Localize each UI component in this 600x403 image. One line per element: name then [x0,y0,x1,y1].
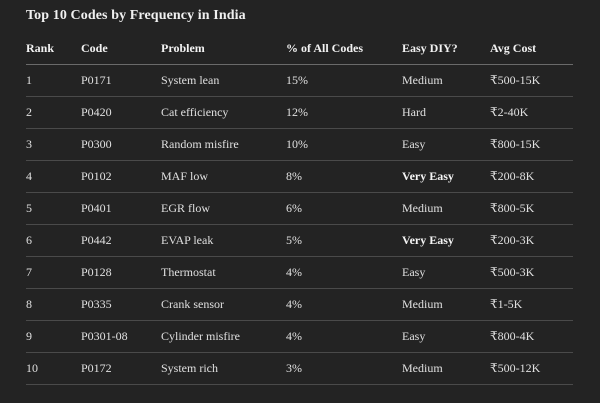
table-row: 10 P0172 System rich 3% Medium ₹500-12K [26,352,573,385]
cell-problem: Thermostat [161,256,286,289]
cell-easy-diy: Medium [402,288,490,321]
cell-avg-cost: ₹800-15K [490,128,573,161]
cell-avg-cost: ₹200-3K [490,224,573,257]
cell-percent: 10% [286,128,402,161]
cell-avg-cost: ₹800-4K [490,320,573,353]
cell-easy-diy: Easy [402,128,490,161]
cell-avg-cost: ₹500-15K [490,64,573,97]
cell-avg-cost: ₹500-3K [490,256,573,289]
codes-table: Rank Code Problem % of All Codes Easy DI… [26,33,573,385]
cell-problem: EVAP leak [161,224,286,257]
cell-avg-cost: ₹800-5K [490,192,573,225]
table-title: Top 10 Codes by Frequency in India [26,8,246,23]
cell-problem: Cat efficiency [161,96,286,129]
cell-code: P0301-08 [81,320,161,353]
cell-rank: 7 [26,256,81,289]
header-rank: Rank [26,33,81,65]
cell-problem: EGR flow [161,192,286,225]
cell-rank: 5 [26,192,81,225]
cell-code: P0171 [81,64,161,97]
table-row: 5 P0401 EGR flow 6% Medium ₹800-5K [26,192,573,225]
header-problem: Problem [161,33,286,65]
cell-rank: 10 [26,352,81,385]
cell-rank: 1 [26,64,81,97]
cell-easy-diy: Easy [402,320,490,353]
cell-avg-cost: ₹500-12K [490,352,573,385]
cell-avg-cost: ₹2-40K [490,96,573,129]
header-percent: % of All Codes [286,33,402,65]
cell-problem: Crank sensor [161,288,286,321]
cell-percent: 5% [286,224,402,257]
cell-problem: Random misfire [161,128,286,161]
cell-percent: 4% [286,320,402,353]
cell-problem: System lean [161,64,286,97]
cell-rank: 3 [26,128,81,161]
cell-problem: MAF low [161,160,286,193]
header-avg-cost: Avg Cost [490,33,573,65]
cell-problem: Cylinder misfire [161,320,286,353]
cell-easy-diy: Medium [402,192,490,225]
cell-code: P0128 [81,256,161,289]
cell-easy-diy: Very Easy [402,224,490,257]
cell-percent: 12% [286,96,402,129]
cell-code: P0420 [81,96,161,129]
table-row: 4 P0102 MAF low 8% Very Easy ₹200-8K [26,160,573,193]
table-row: 1 P0171 System lean 15% Medium ₹500-15K [26,64,573,97]
cell-percent: 8% [286,160,402,193]
cell-code: P0172 [81,352,161,385]
cell-rank: 6 [26,224,81,257]
table-header-row: Rank Code Problem % of All Codes Easy DI… [26,33,573,65]
cell-percent: 4% [286,288,402,321]
cell-rank: 4 [26,160,81,193]
cell-code: P0102 [81,160,161,193]
cell-easy-diy: Medium [402,352,490,385]
table-row: 9 P0301-08 Cylinder misfire 4% Easy ₹800… [26,320,573,353]
table-row: 2 P0420 Cat efficiency 12% Hard ₹2-40K [26,96,573,129]
table-row: 6 P0442 EVAP leak 5% Very Easy ₹200-3K [26,224,573,257]
cell-easy-diy: Very Easy [402,160,490,193]
cell-code: P0442 [81,224,161,257]
cell-rank: 9 [26,320,81,353]
cell-percent: 15% [286,64,402,97]
cell-code: P0401 [81,192,161,225]
cell-problem: System rich [161,352,286,385]
cell-percent: 6% [286,192,402,225]
cell-easy-diy: Hard [402,96,490,129]
table-row: 3 P0300 Random misfire 10% Easy ₹800-15K [26,128,573,161]
cell-rank: 2 [26,96,81,129]
cell-avg-cost: ₹1-5K [490,288,573,321]
cell-percent: 3% [286,352,402,385]
cell-code: P0335 [81,288,161,321]
cell-avg-cost: ₹200-8K [490,160,573,193]
header-code: Code [81,33,161,65]
cell-code: P0300 [81,128,161,161]
cell-easy-diy: Easy [402,256,490,289]
table-row: 7 P0128 Thermostat 4% Easy ₹500-3K [26,256,573,289]
cell-percent: 4% [286,256,402,289]
cell-easy-diy: Medium [402,64,490,97]
cell-rank: 8 [26,288,81,321]
header-easy-diy: Easy DIY? [402,33,490,65]
table-row: 8 P0335 Crank sensor 4% Medium ₹1-5K [26,288,573,321]
